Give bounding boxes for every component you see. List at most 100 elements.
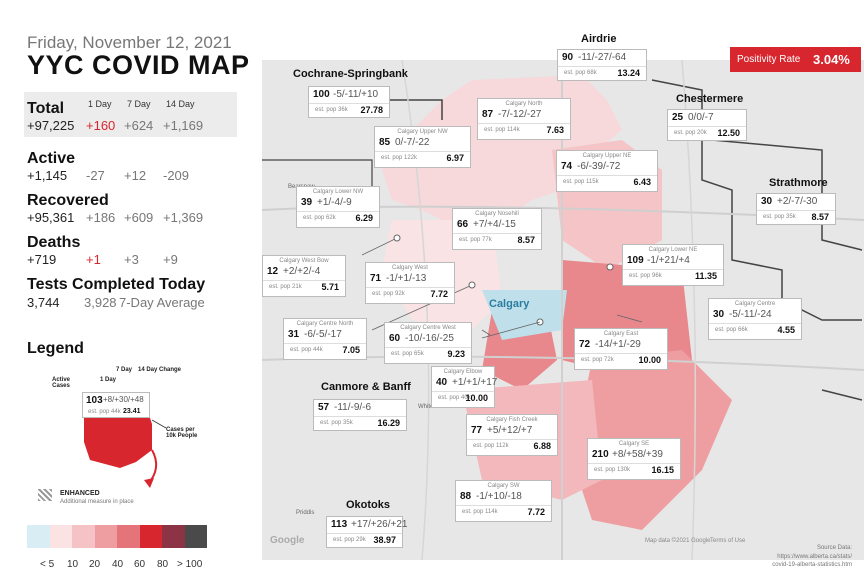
region-pop: est. pop 96k [629,273,662,279]
map-data-credit: Map data ©2021 Google [645,538,711,544]
region-subname: Calgary West Bow [279,258,329,264]
region-change: -6/-39/-72 [577,161,621,172]
region-change: -11/-27/-64 [578,52,627,63]
place-label: Priddis [296,510,315,516]
region-change: -1/+21/+4 [647,255,690,266]
region-card[interactable]: Calgary Nosehill 66 +7/+4/-15 est. pop 77k 8… [452,208,542,250]
scale-label: > 100 [177,559,203,570]
deaths-7day: +3 [124,252,139,267]
region-card[interactable]: Calgary SE 210 +8/+58/+39 est. pop 130k 16.1… [587,438,681,480]
scale-label: < 5 [40,559,55,570]
region-rate: 11.35 [694,271,717,281]
total-1day: +160 [86,118,116,133]
region-subname: Calgary Nosehill [475,211,519,217]
region-pop: est. pop 62k [303,215,336,221]
enhanced-sub: Additional measure in place [60,499,134,505]
region-subname: Calgary Centre West [400,325,456,331]
region-card[interactable]: Calgary Upper NE 74 -6/-39/-72 est. pop 115… [556,150,658,192]
region-card[interactable]: Calgary Centre North 31 -6/-5/-17 est. pop … [283,318,367,360]
region-title-cochrane: Cochrane-Springbank [293,68,408,80]
region-cases: 71 [370,273,382,284]
recovered-label: Recovered [27,192,109,209]
region-rate: 9.23 [447,349,465,359]
enhanced-label: ENHANCED [60,490,100,497]
region-card[interactable]: 30 +2/-7/-30 est. pop 35k 8.57 [756,193,836,225]
region-card[interactable]: 100 -5/-11/+10 est. pop 36k 27.78 [308,86,390,118]
source-link-2[interactable]: covid-19-alberta-statistics.htm [772,562,852,568]
legend-active-cases: Active Cases [51,377,70,389]
scale-label: 20 [89,559,101,570]
scale-swatch [94,525,117,548]
region-change: +8/+58/+39 [612,449,663,460]
region-card[interactable]: Calgary Lower NE 109 -1/+21/+4 est. pop 96k… [622,244,724,286]
legend-cases-per: Cases per 10k People [166,427,198,439]
region-card[interactable]: Calgary SW 88 -1/+10/-18 est. pop 114k 7.72 [455,480,552,522]
enhanced-pattern [38,489,52,501]
region-change: +5/+12/+7 [487,425,533,436]
region-pop: est. pop 72k [581,357,614,363]
region-change: +7/+4/-15 [473,219,516,230]
region-change: +17/+26/+21 [351,519,408,530]
source-link-1[interactable]: https://www.alberta.ca/stats/ [777,554,852,560]
page-title: YYC COVID MAP [27,50,250,80]
region-pop: est. pop 36k [315,107,348,113]
total-14day: +1,169 [163,118,204,133]
legend-sample-pop: est. pop 44k [88,409,121,415]
region-card[interactable]: 25 0/0/-7 est. pop 20k 12.50 [667,109,747,141]
region-cases: 31 [288,329,300,340]
tests-avg: 3,928 [84,295,117,310]
legend-7day: 7 Day [116,367,133,373]
region-card[interactable]: Calgary Fish Creek 77 +5/+12/+7 est. pop 11… [466,414,558,456]
region-title-canmore: Canmore & Banff [321,381,411,393]
col-1day: 1 Day [88,99,112,109]
region-cases: 77 [471,425,483,436]
region-pop: est. pop 68k [564,70,597,76]
region-cases: 30 [761,196,773,207]
region-change: +2/-7/-30 [777,196,818,207]
region-rate: 7.63 [546,125,564,135]
scale-label: 60 [134,559,146,570]
terms-link[interactable]: Terms of Use [710,538,746,544]
region-pop: est. pop 130k [594,467,631,473]
total-label: Total [27,100,65,117]
legend-scale-labels: < 5 10 20 40 60 80 > 100 [27,559,217,573]
region-card[interactable]: Calgary West Bow 12 +2/+2/-4 est. pop 21k 5.… [262,255,346,297]
region-card[interactable]: 57 -11/-9/-6 est. pop 35k 16.29 [313,399,407,431]
region-card[interactable]: Calgary West 71 -1/+1/-13 est. pop 92k 7.72 [365,262,455,304]
region-card[interactable]: Calgary Centre West 60 -10/-16/-25 est. pop… [384,322,472,364]
region-card[interactable]: Calgary East 72 -14/+1/-29 est. pop 72k 10.0… [574,328,668,370]
region-card[interactable]: Calgary Elbow 40 +1/+1/+17 est. pop 40k 10.0… [431,366,498,408]
region-card[interactable]: Calgary North 87 -7/-12/-27 est. pop 114k 7.… [477,98,571,140]
region-card[interactable]: 90 -11/-27/-64 est. pop 68k 13.24 [557,49,647,81]
region-change: -11/-9/-6 [334,402,372,413]
scale-swatch [72,525,95,548]
positivity-badge: Positivity Rate 3.04% [730,47,861,72]
region-title-strathmore: Strathmore [769,177,828,189]
date-label: Friday, November 12, 2021 [27,33,232,52]
scale-swatch [139,525,162,548]
region-change: +1/+1/+17 [452,377,498,388]
region-pop: est. pop 114k [462,509,498,515]
positivity-label: Positivity Rate [737,54,801,65]
region-cases: 100 [313,89,330,100]
region-rate: 10.00 [465,393,488,403]
region-rate: 8.57 [811,212,829,222]
region-cases: 210 [592,449,609,460]
active-value: +1,145 [27,168,68,183]
region-pop: est. pop 40k [438,395,471,401]
region-card[interactable]: 113 +17/+26/+21 est. pop 29k 38.97 [326,516,407,548]
scale-swatch [184,525,207,548]
region-subname: Calgary Fish Creek [486,417,538,423]
region-cases: 88 [460,491,472,502]
region-cases: 87 [482,109,494,120]
region-rate: 27.78 [360,105,383,115]
scale-swatch [162,525,185,548]
source-title: Source Data: [816,545,852,551]
legend-sample-card: 103 +8/+30/+48 est. pop 44k 23.41 [82,392,150,418]
region-cases: 113 [331,519,348,530]
place-label: White Elk [418,404,443,410]
region-card[interactable]: Calgary Lower NW 39 +1/-4/-9 est. pop 62k 6.… [296,186,380,228]
region-card[interactable]: Calgary Upper NW 85 0/-7/-22 est. pop 122k 6… [374,126,471,168]
region-change: -1/+1/-13 [386,273,427,284]
region-card[interactable]: Calgary Centre 30 -5/-11/-24 est. pop 66k 4.… [708,298,802,340]
